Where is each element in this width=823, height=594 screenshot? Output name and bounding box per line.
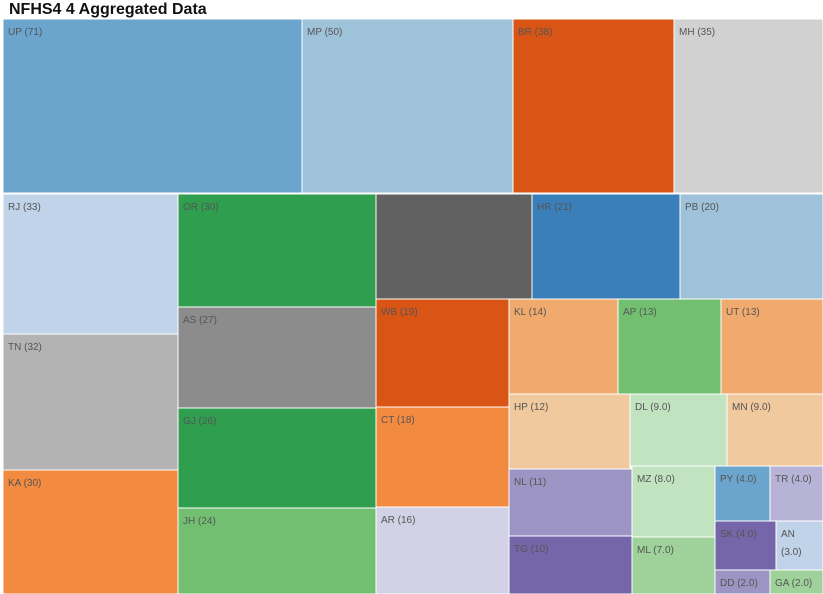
treemap-rect[interactable] bbox=[2, 333, 179, 471]
treemap-cell-gj[interactable]: GJ (26) bbox=[177, 407, 377, 509]
treemap-cell-ap[interactable]: AP (13) bbox=[617, 298, 722, 395]
treemap-rect[interactable] bbox=[508, 535, 633, 594]
treemap-cell-ml[interactable]: ML (7.0) bbox=[631, 536, 716, 594]
treemap-label: AP (13) bbox=[623, 307, 657, 318]
treemap-label: PB (20) bbox=[685, 202, 719, 213]
treemap-label: GJ (26) bbox=[183, 416, 216, 427]
treemap-cell-tg[interactable]: TG (10) bbox=[508, 535, 633, 594]
treemap-label: HP (12) bbox=[514, 402, 548, 413]
treemap-rect[interactable] bbox=[769, 465, 823, 522]
treemap-cell-an[interactable]: AN (3.0) bbox=[775, 520, 823, 571]
chart-title: NFHS4 4 Aggregated Data bbox=[9, 1, 207, 18]
treemap-label: PY (4.0) bbox=[720, 474, 757, 485]
treemap-label: TG (10) bbox=[514, 544, 548, 555]
treemap-label: BR (38) bbox=[518, 27, 552, 38]
treemap-label: ML (7.0) bbox=[637, 545, 674, 556]
treemap-rect[interactable] bbox=[726, 393, 823, 467]
treemap-label: MP (50) bbox=[307, 27, 342, 38]
treemap-rect[interactable] bbox=[177, 507, 377, 594]
treemap-rect[interactable] bbox=[617, 298, 722, 395]
treemap-label: WB (19) bbox=[381, 307, 418, 318]
treemap-cell-tn[interactable]: TN (32) bbox=[2, 333, 179, 471]
treemap-rect[interactable] bbox=[2, 18, 303, 194]
treemap-label: MH (35) bbox=[679, 27, 715, 38]
treemap-rect[interactable] bbox=[508, 298, 619, 395]
treemap-cell-unlabeled[interactable] bbox=[375, 193, 533, 300]
treemap-cell-pb[interactable]: PB (20) bbox=[679, 193, 823, 300]
treemap-rect[interactable] bbox=[629, 393, 728, 467]
treemap-cell-hp[interactable]: HP (12) bbox=[508, 393, 631, 470]
treemap-label: AN (3.0) bbox=[781, 529, 802, 558]
treemap-rect[interactable] bbox=[679, 193, 823, 300]
treemap-rect[interactable] bbox=[375, 506, 510, 594]
treemap-rect[interactable] bbox=[301, 18, 514, 194]
treemap-cell-dl[interactable]: DL (9.0) bbox=[629, 393, 728, 467]
treemap-cell-ct[interactable]: CT (18) bbox=[375, 406, 510, 508]
treemap-label: UT (13) bbox=[726, 307, 760, 318]
treemap-rect[interactable] bbox=[714, 465, 771, 522]
treemap-label: KA (30) bbox=[8, 478, 41, 489]
treemap-label: AR (16) bbox=[381, 515, 415, 526]
treemap-rect[interactable] bbox=[2, 469, 179, 594]
treemap-cell-jh[interactable]: JH (24) bbox=[177, 507, 377, 594]
treemap-cell-up[interactable]: UP (71) bbox=[2, 18, 303, 194]
treemap-cell-ga[interactable]: GA (2.0) bbox=[769, 569, 823, 594]
treemap-cell-or[interactable]: OR (30) bbox=[177, 193, 377, 308]
treemap-label: JH (24) bbox=[183, 516, 216, 527]
treemap-label: CT (18) bbox=[381, 415, 415, 426]
treemap-cell-mp[interactable]: MP (50) bbox=[301, 18, 514, 194]
treemap-label: DL (9.0) bbox=[635, 402, 671, 413]
treemap-cell-wb[interactable]: WB (19) bbox=[375, 298, 510, 408]
treemap-cell-py[interactable]: PY (4.0) bbox=[714, 465, 771, 522]
treemap-rect[interactable] bbox=[512, 18, 675, 194]
treemap-cell-rj[interactable]: RJ (33) bbox=[2, 193, 179, 335]
treemap-cell-nl[interactable]: NL (11) bbox=[508, 468, 633, 537]
treemap-label: DD (2.0) bbox=[720, 578, 758, 589]
treemap-rect[interactable] bbox=[177, 407, 377, 509]
treemap-label: OR (30) bbox=[183, 202, 219, 213]
treemap-label: MZ (8.0) bbox=[637, 474, 675, 485]
treemap-cell-kl[interactable]: KL (14) bbox=[508, 298, 619, 395]
treemap-rect[interactable] bbox=[673, 18, 823, 194]
treemap-cell-sk[interactable]: SK (4.0) bbox=[714, 520, 777, 571]
treemap-cell-mh[interactable]: MH (35) bbox=[673, 18, 823, 194]
treemap-rect[interactable] bbox=[508, 393, 631, 470]
treemap-cell-mz[interactable]: MZ (8.0) bbox=[631, 465, 716, 538]
treemap-cell-tr[interactable]: TR (4.0) bbox=[769, 465, 823, 522]
treemap-cell-br[interactable]: BR (38) bbox=[512, 18, 675, 194]
treemap-cell-hr[interactable]: HR (21) bbox=[531, 193, 681, 300]
treemap-label: UP (71) bbox=[8, 27, 42, 38]
treemap-rect[interactable] bbox=[2, 193, 179, 335]
treemap-rect[interactable] bbox=[769, 569, 823, 594]
treemap-rect[interactable] bbox=[720, 298, 823, 395]
treemap-label: AS (27) bbox=[183, 315, 217, 326]
treemap-cell-ka[interactable]: KA (30) bbox=[2, 469, 179, 594]
treemap-label: RJ (33) bbox=[8, 202, 41, 213]
treemap-rect[interactable] bbox=[508, 468, 633, 537]
treemap-cell-as[interactable]: AS (27) bbox=[177, 306, 377, 409]
treemap-label: TN (32) bbox=[8, 342, 42, 353]
treemap-rect[interactable] bbox=[375, 193, 533, 300]
treemap-cell-mn[interactable]: MN (9.0) bbox=[726, 393, 823, 467]
treemap-rect[interactable] bbox=[177, 306, 377, 409]
treemap-label: MN (9.0) bbox=[732, 402, 771, 413]
treemap-label: TR (4.0) bbox=[775, 474, 812, 485]
treemap-cell-dd[interactable]: DD (2.0) bbox=[714, 569, 771, 594]
treemap-label: SK (4.0) bbox=[720, 529, 757, 540]
treemap-label: GA (2.0) bbox=[775, 578, 812, 589]
treemap-label: HR (21) bbox=[537, 202, 572, 213]
treemap-cell-ar[interactable]: AR (16) bbox=[375, 506, 510, 594]
treemap-cell-ut[interactable]: UT (13) bbox=[720, 298, 823, 395]
treemap-rect[interactable] bbox=[375, 406, 510, 508]
treemap-label: NL (11) bbox=[514, 477, 546, 488]
treemap-label: KL (14) bbox=[514, 307, 546, 318]
treemap-rect[interactable] bbox=[714, 520, 777, 571]
